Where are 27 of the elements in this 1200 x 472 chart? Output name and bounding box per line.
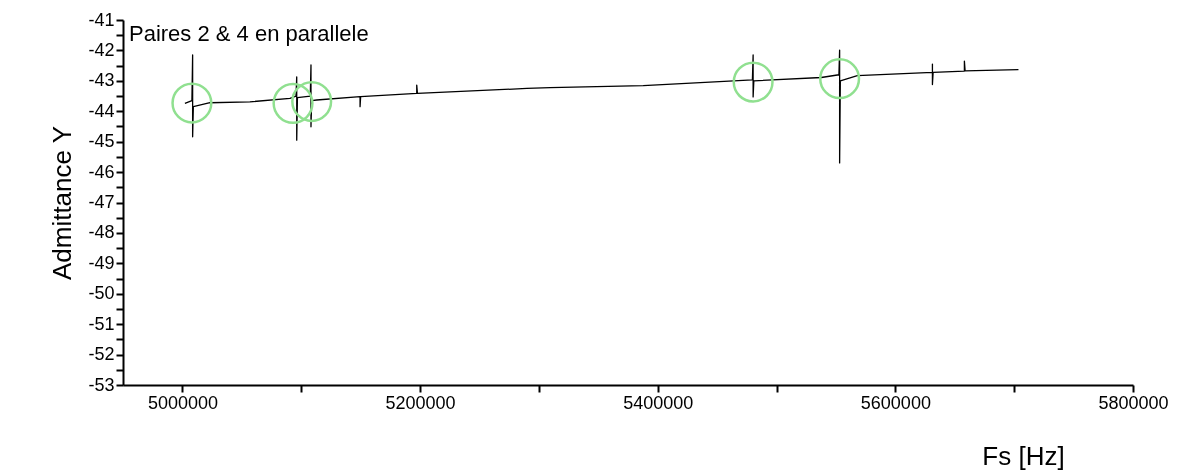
y-axis-title: Admittance Y xyxy=(47,125,78,281)
point xyxy=(732,61,774,103)
y-tick-label: -45 xyxy=(88,131,115,152)
annotation: Paires 2 & 4 en parallele xyxy=(129,21,369,46)
line-series xyxy=(184,49,1020,164)
x-tick-label: 5600000 xyxy=(860,392,931,413)
y-tick-label: -53 xyxy=(88,374,115,395)
x-tick-label: 5800000 xyxy=(1098,392,1169,413)
point xyxy=(819,58,861,100)
point xyxy=(171,82,213,124)
x-axis-title: Fs [Hz] xyxy=(982,440,1065,471)
x-tick-label: 5200000 xyxy=(385,392,456,413)
y-tick-label: -47 xyxy=(88,192,115,212)
y-tick-label: -48 xyxy=(88,222,115,243)
x-tick-label: 5000000 xyxy=(147,392,218,413)
x-tick-label: 5400000 xyxy=(623,392,694,413)
y-tick-label: -46 xyxy=(88,161,115,182)
y-tick-label: -51 xyxy=(88,313,115,334)
y-tick-label: -41 xyxy=(88,9,115,30)
point xyxy=(272,82,314,124)
y-tick-label: -42 xyxy=(88,39,115,60)
y-tick-label: -49 xyxy=(88,252,115,273)
point xyxy=(291,80,333,123)
y-tick-label: -44 xyxy=(88,100,115,121)
y-tick-label: -52 xyxy=(88,344,115,365)
y-tick-label: -50 xyxy=(88,283,115,304)
y-tick-label: -43 xyxy=(88,70,115,91)
